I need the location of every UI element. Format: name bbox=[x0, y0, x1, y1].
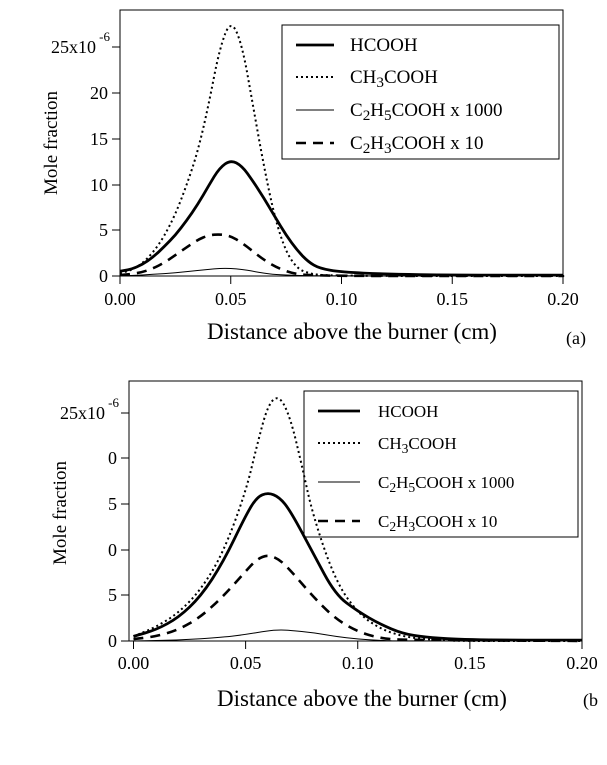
y-axis-label: Mole fraction bbox=[41, 91, 62, 195]
y-tick-label: 25x10 bbox=[51, 37, 96, 57]
legend: HCOOH CH3COOH C2H5COOH x 1000 C2H3COOH x 10 bbox=[281, 24, 560, 160]
y-tick-label: 15 bbox=[90, 129, 108, 149]
legend-label: C2H3COOH x 10 bbox=[350, 133, 483, 157]
x-axis-label: Distance above the burner (cm) bbox=[207, 319, 497, 344]
x-tick-label: 0.05 bbox=[215, 289, 247, 309]
x-tick-label: 0.15 bbox=[454, 653, 486, 673]
y-exponent: -6 bbox=[108, 395, 119, 410]
plot-frame bbox=[128, 380, 583, 642]
series-line-hcooh bbox=[119, 160, 563, 277]
y-tick-label: 25x10 bbox=[60, 403, 105, 423]
plot-frame bbox=[119, 9, 564, 277]
y-tick-label: 0 bbox=[108, 540, 117, 560]
x-tick-label: 0.05 bbox=[230, 653, 262, 673]
x-tick-label: 0.10 bbox=[326, 289, 358, 309]
panel-label: (b bbox=[583, 690, 598, 711]
series-line-c2h5cooh bbox=[133, 629, 582, 642]
legend-box bbox=[281, 24, 560, 160]
y-axis-label: Mole fraction bbox=[50, 461, 71, 565]
y-tick-label: 5 bbox=[99, 220, 108, 240]
legend-label: CH3COOH bbox=[350, 67, 438, 91]
legend-label: HCOOH bbox=[378, 402, 438, 421]
legend-label: HCOOH bbox=[350, 35, 418, 56]
y-tick-label: 0 bbox=[108, 448, 117, 468]
x-tick-label: 0.00 bbox=[118, 653, 150, 673]
legend-label: CH3COOH bbox=[378, 434, 457, 456]
series-line-ch3cooh bbox=[119, 25, 563, 278]
series-line-c2h3cooh bbox=[119, 233, 565, 278]
x-axis-label: Distance above the burner (cm) bbox=[217, 686, 507, 711]
series-line-hcooh bbox=[133, 492, 582, 642]
x-tick-label: 0.15 bbox=[437, 289, 469, 309]
legend-label: C2H5COOH x 1000 bbox=[350, 100, 502, 124]
y-tick-label: 10 bbox=[90, 175, 108, 195]
y-tick-label: 0 bbox=[108, 631, 117, 651]
x-tick-label: 0.00 bbox=[104, 289, 136, 309]
panel-label: (a) bbox=[566, 328, 586, 349]
y-exponent: -6 bbox=[99, 29, 110, 44]
legend-box bbox=[303, 390, 579, 538]
series-line-c2h3cooh bbox=[133, 554, 584, 643]
chart-panel-a: 0.00 0.05 0.10 0.15 0.20 0 5 10 15 20 25x10-6 HCOOH… bbox=[41, 9, 586, 349]
legend-label: C2H3COOH x 10 bbox=[378, 512, 497, 534]
series-line-ch3cooh bbox=[133, 397, 582, 642]
x-tick-label: 0.20 bbox=[566, 653, 598, 673]
x-tick-label: 0.20 bbox=[547, 289, 579, 309]
legend: HCOOH CH3COOH C2H5COOH x 1000 C2H3COOH x 10 bbox=[303, 390, 579, 538]
y-tick-label: 0 bbox=[99, 266, 108, 286]
y-tick-label: 5 bbox=[108, 494, 117, 514]
legend-label: C2H5COOH x 1000 bbox=[378, 473, 514, 495]
x-tick-label: 0.10 bbox=[342, 653, 374, 673]
y-tick-label: 5 bbox=[108, 585, 117, 605]
chart-panel-b: 0.00 0.05 0.10 0.15 0.20 0 5 0 5 0 25x10-6 HCOOH CH3… bbox=[50, 380, 598, 711]
y-tick-label: 20 bbox=[90, 83, 108, 103]
